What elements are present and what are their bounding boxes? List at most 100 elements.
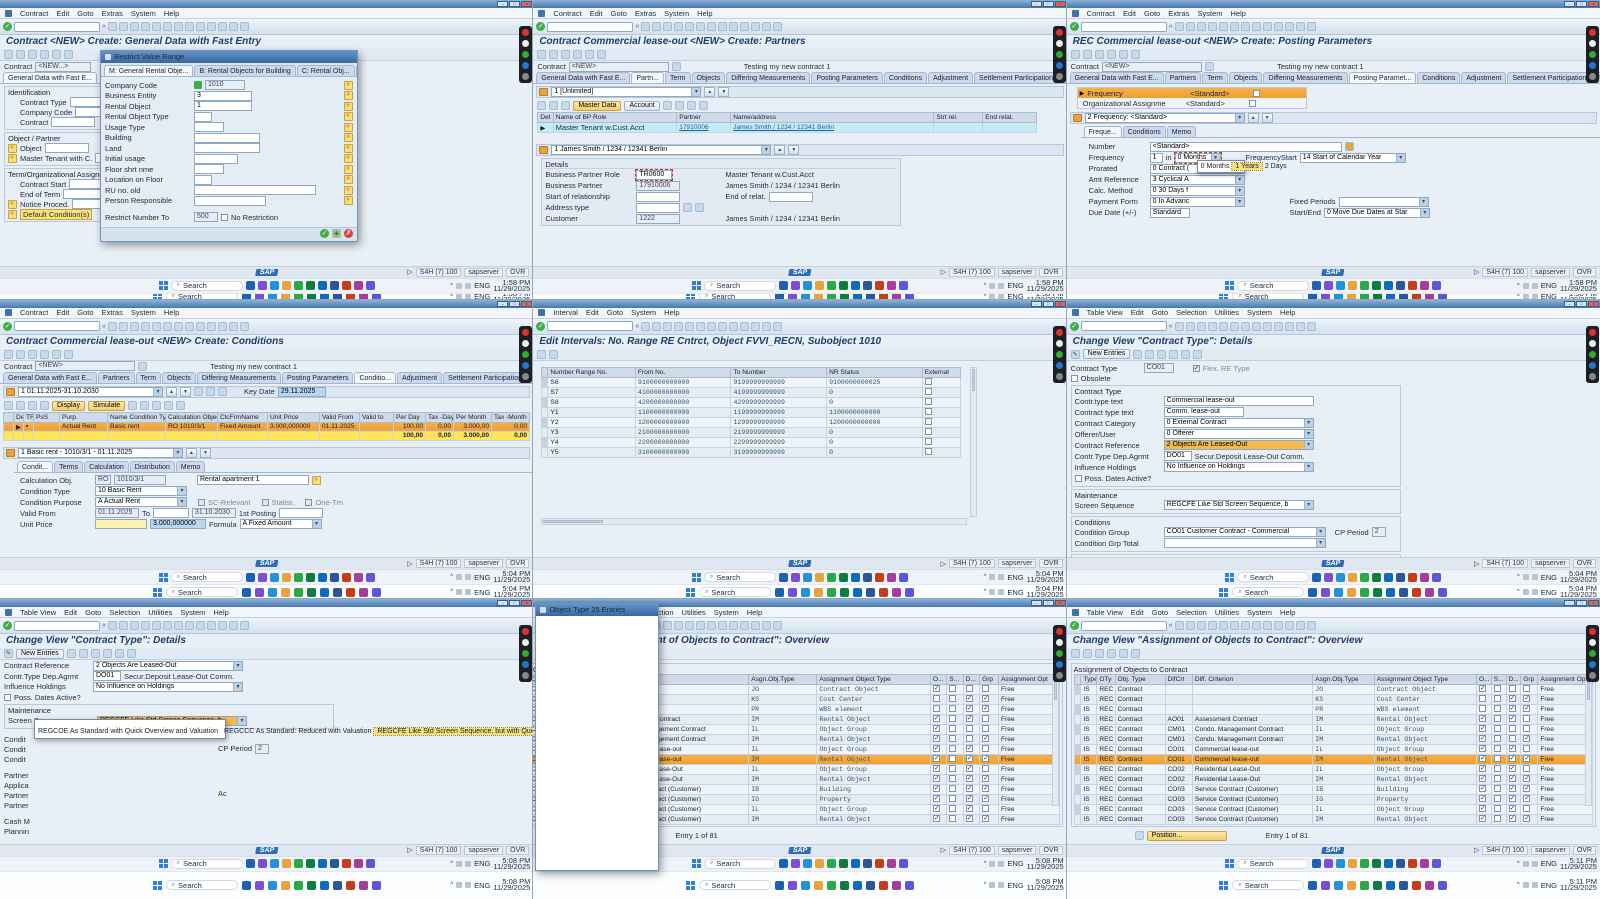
tab-terms[interactable]: Terms	[54, 460, 84, 472]
row-selector-cell[interactable]	[1073, 774, 1082, 786]
photos-icon[interactable]	[1321, 293, 1331, 300]
assignment-flag-checkbox[interactable]	[1478, 755, 1486, 763]
folder-icon[interactable]	[813, 293, 823, 300]
settings-dropdown[interactable]: No Influence on Holdings	[93, 681, 243, 692]
settings-icon[interactable]	[1055, 372, 1063, 380]
tray-cloud-icon[interactable]	[456, 293, 463, 300]
menu-item-help[interactable]: Help	[1280, 607, 1296, 617]
find-next-icon[interactable]	[151, 621, 161, 631]
menu-item-table-view[interactable]: Table View	[1086, 308, 1123, 318]
assignment-flag-checkbox[interactable]	[1478, 735, 1486, 743]
speaker-icon[interactable]	[522, 661, 530, 669]
status-system-field[interactable]: S4H (7) 100	[949, 267, 995, 277]
access-icon[interactable]	[886, 281, 896, 291]
interval-cell[interactable]: 9100000000025	[826, 376, 923, 388]
find-icon[interactable]	[1207, 621, 1217, 631]
column-header[interactable]: Assignment Object Type	[816, 674, 931, 686]
menu-item-extras[interactable]: Extras	[1168, 8, 1190, 18]
copy-icon[interactable]	[66, 649, 76, 659]
assignment-flag-checkbox[interactable]	[1493, 745, 1501, 753]
cancel-icon[interactable]	[1130, 649, 1140, 659]
dev-tools-icon[interactable]	[365, 281, 375, 291]
edge-icon[interactable]	[826, 293, 836, 300]
row-selector-cell[interactable]	[1073, 784, 1082, 796]
tray-cloud-icon[interactable]	[1522, 882, 1529, 889]
assignment-flag-checkbox[interactable]	[1508, 755, 1516, 763]
scroll-up-button[interactable]: ▲	[186, 447, 197, 458]
tray-volume-icon[interactable]	[465, 293, 472, 300]
menu-item-extras[interactable]: Extras	[634, 8, 657, 18]
detail-arrow-cell[interactable]: ▶	[537, 122, 554, 133]
contract-type-field[interactable]: CO01	[1143, 363, 1174, 374]
record-icon[interactable]	[522, 29, 530, 36]
excel-icon[interactable]	[1373, 587, 1383, 597]
find-icon[interactable]	[140, 621, 150, 631]
access-icon[interactable]	[1420, 859, 1430, 869]
maximize-button[interactable]: □	[1042, 1, 1054, 7]
scrollbar-thumb[interactable]	[971, 368, 975, 391]
person-icon[interactable]	[561, 101, 571, 110]
status-system-field[interactable]: S4H (7) 100	[1482, 845, 1529, 855]
multiple-selection-icon[interactable]	[344, 91, 353, 101]
interval-cell[interactable]: 9100000000000	[634, 376, 732, 388]
print-icon[interactable]	[663, 22, 673, 31]
multiple-selection-icon[interactable]	[344, 122, 353, 132]
column-header[interactable]: Valid From	[319, 411, 360, 423]
mic-icon[interactable]	[1055, 650, 1063, 658]
menu-item-help[interactable]: Help	[1230, 8, 1246, 18]
tray-chevron-up-icon[interactable]: ^	[1516, 282, 1520, 289]
print-icon[interactable]	[663, 621, 673, 631]
select-icon[interactable]	[102, 649, 112, 659]
page-up-icon[interactable]	[1094, 649, 1104, 659]
file-explorer-icon[interactable]	[1312, 281, 1322, 291]
interval-cell[interactable]: Y5	[547, 446, 636, 458]
navigate-arrow-icon[interactable]	[8, 209, 17, 219]
assignment-flag-checkbox[interactable]	[982, 755, 990, 763]
tray-chevron-up-icon[interactable]: ^	[983, 282, 987, 289]
end-relationship-field[interactable]	[768, 191, 813, 202]
assignment-flag-checkbox[interactable]	[949, 685, 957, 693]
powerpoint-icon[interactable]	[1412, 293, 1422, 300]
camera-icon[interactable]	[1055, 40, 1063, 47]
mic-icon[interactable]	[1588, 650, 1596, 658]
outlook-icon[interactable]	[852, 880, 862, 890]
tray-volume-icon[interactable]	[1531, 574, 1538, 581]
amt-reference-dropdown[interactable]: 3 Cyclical A	[1149, 174, 1245, 185]
create-shortcut-icon[interactable]	[1284, 321, 1294, 331]
row-selector-cell[interactable]	[3, 421, 14, 432]
status-insert-mode[interactable]: OVR	[1572, 267, 1596, 277]
column-header[interactable]: Det	[13, 411, 24, 423]
settings-dropdown[interactable]: 0 External Contract	[1163, 418, 1314, 429]
dialog-input-field[interactable]: 3	[194, 90, 252, 101]
word-icon[interactable]	[332, 293, 342, 300]
photos-icon[interactable]	[790, 572, 800, 582]
powerpoint-icon[interactable]	[1408, 281, 1418, 291]
tray-chevron-up-icon[interactable]: ^	[450, 589, 454, 596]
exit-icon[interactable]	[52, 349, 61, 359]
assignment-flag-checkbox[interactable]	[1478, 795, 1486, 803]
windows-start-button[interactable]	[1225, 859, 1235, 869]
menu-item-goto[interactable]: Goto	[606, 308, 624, 318]
menu-item-selection[interactable]: Selection	[109, 607, 141, 617]
continue-icon[interactable]: ✓	[1069, 621, 1079, 631]
menu-item-system[interactable]: System	[664, 8, 690, 18]
access-icon[interactable]	[886, 572, 896, 582]
section-selector[interactable]: 1 [Unlimited]	[551, 87, 702, 97]
assignment-flag-checkbox[interactable]	[1508, 765, 1516, 773]
row-selector-cell[interactable]	[541, 446, 549, 458]
outlook-icon[interactable]	[1384, 281, 1394, 291]
file-explorer-icon[interactable]	[778, 281, 788, 291]
tray-clock[interactable]: 1:58 PM 11/29/2025	[493, 278, 530, 292]
folder-icon[interactable]	[281, 859, 291, 869]
column-header[interactable]: Per Day	[393, 411, 426, 423]
record-icon[interactable]	[1588, 628, 1596, 636]
column-header[interactable]: Tax -Month	[491, 411, 530, 423]
dialog-cancel-button[interactable]: ✗	[344, 229, 353, 238]
menu-item-edit[interactable]: Edit	[585, 308, 599, 318]
close-button[interactable]: ×	[1587, 1, 1599, 7]
assignment-flag-checkbox[interactable]	[965, 735, 973, 743]
excel-icon[interactable]	[1372, 859, 1382, 869]
tray-clock[interactable]: 5:08 PM 11/29/2025	[1027, 878, 1064, 892]
customize-icon[interactable]	[773, 22, 783, 31]
